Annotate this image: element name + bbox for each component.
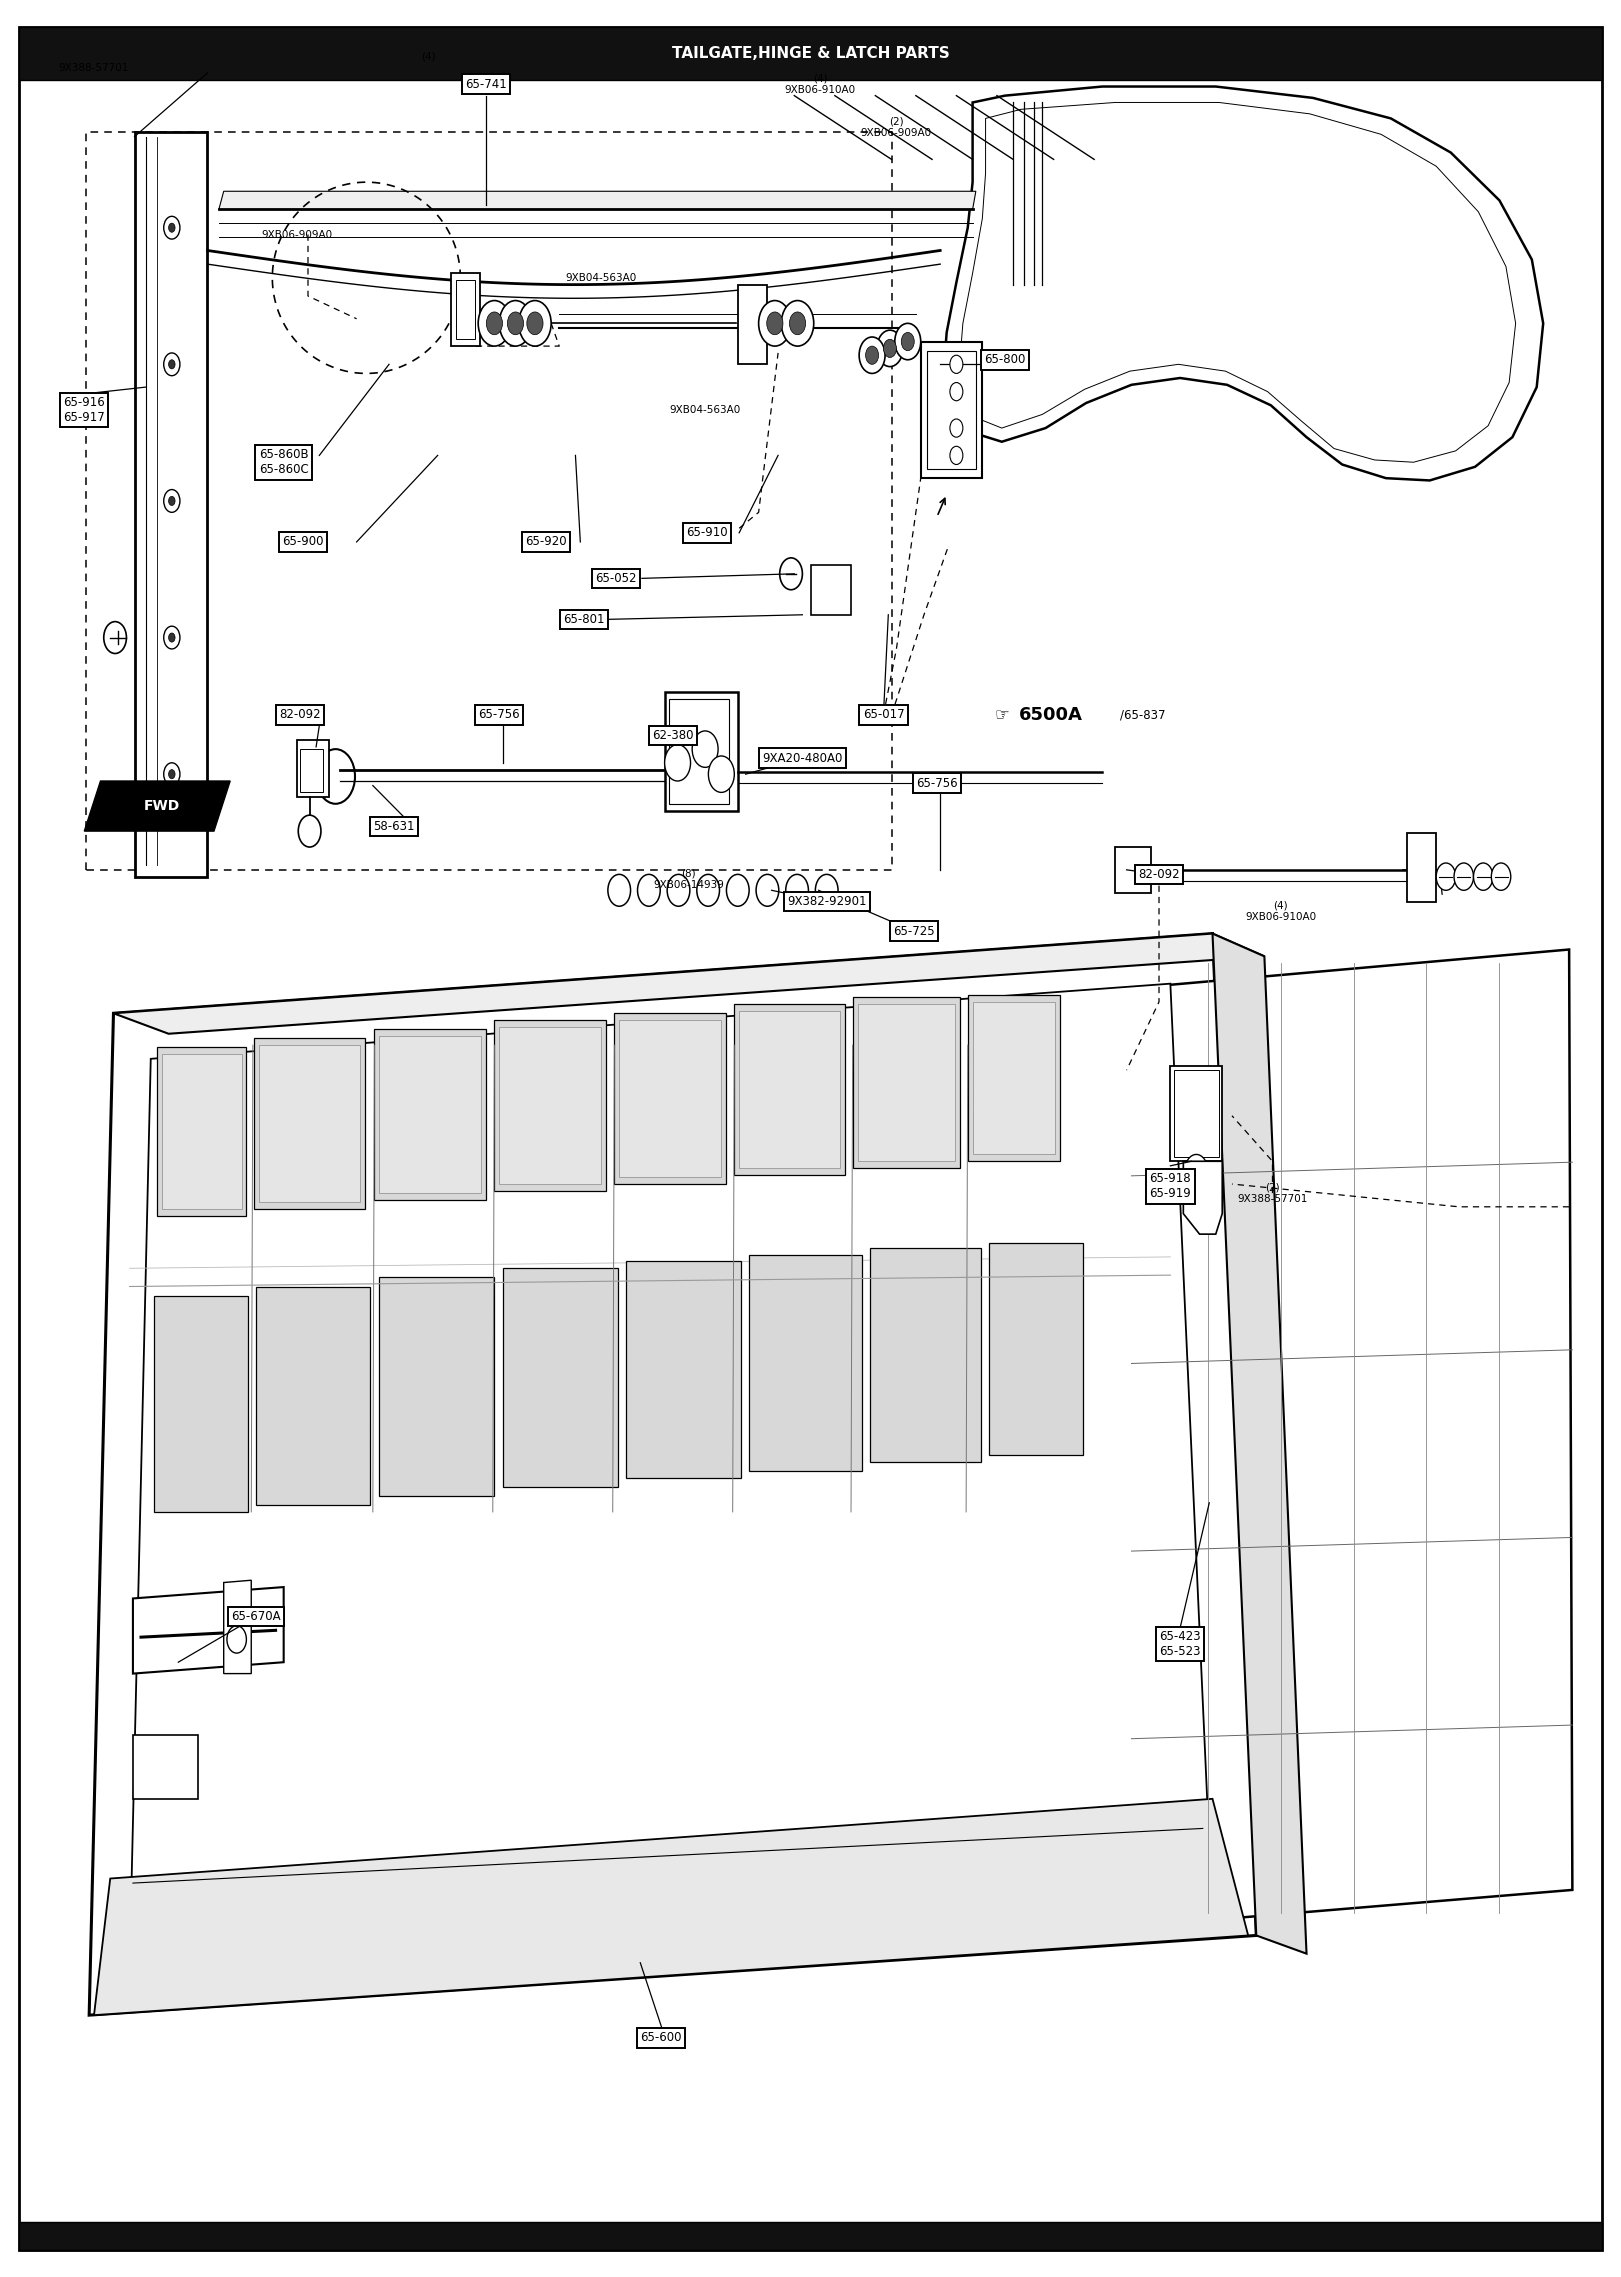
Circle shape (169, 633, 175, 642)
Circle shape (1436, 863, 1456, 890)
Text: 65-801: 65-801 (562, 613, 605, 626)
Circle shape (164, 216, 180, 239)
Circle shape (1185, 1154, 1208, 1186)
Text: 65-800: 65-800 (984, 353, 1026, 367)
Bar (254, 1038, 365, 1209)
Text: ☞: ☞ (994, 706, 1010, 724)
Bar (157, 1047, 246, 1216)
Text: 82-092: 82-092 (279, 708, 321, 722)
Polygon shape (89, 934, 1256, 2015)
Bar (154, 1296, 248, 1512)
Bar (1174, 1070, 1219, 1157)
Circle shape (950, 383, 963, 401)
Circle shape (950, 446, 963, 465)
Bar (297, 740, 329, 797)
Bar (1170, 1066, 1222, 1161)
Text: (4)
9XB06-910A0: (4) 9XB06-910A0 (785, 73, 856, 96)
Text: 62-380: 62-380 (652, 729, 694, 742)
Text: 65-918
65-919: 65-918 65-919 (1149, 1173, 1191, 1200)
Bar (749, 1255, 862, 1471)
Circle shape (789, 312, 806, 335)
Bar (379, 1277, 494, 1496)
Circle shape (637, 874, 660, 906)
Text: 65-910: 65-910 (686, 526, 728, 540)
Circle shape (1491, 863, 1511, 890)
Text: 65-741: 65-741 (465, 77, 507, 91)
Bar (300, 749, 323, 792)
Circle shape (781, 301, 814, 346)
Circle shape (786, 874, 809, 906)
Text: 65-017: 65-017 (862, 708, 905, 722)
Circle shape (1473, 863, 1493, 890)
Text: (8)
9XB06-14939: (8) 9XB06-14939 (653, 868, 725, 890)
Circle shape (499, 301, 532, 346)
Circle shape (478, 301, 511, 346)
Circle shape (697, 874, 720, 906)
Text: 65-756: 65-756 (916, 776, 958, 790)
Bar (853, 997, 960, 1168)
Circle shape (780, 558, 802, 590)
Circle shape (486, 312, 503, 335)
Text: 65-423
65-523: 65-423 65-523 (1159, 1630, 1201, 1658)
Bar (374, 1029, 486, 1200)
Circle shape (859, 337, 885, 373)
Bar (379, 1036, 481, 1193)
Bar (499, 1027, 601, 1184)
Circle shape (901, 332, 914, 351)
Circle shape (755, 874, 778, 906)
Polygon shape (130, 984, 1213, 1963)
Text: 65-600: 65-600 (640, 2031, 682, 2045)
Bar (921, 342, 982, 478)
Polygon shape (113, 934, 1264, 1034)
Circle shape (164, 490, 180, 512)
Text: TAILGATE,HINGE & LATCH PARTS: TAILGATE,HINGE & LATCH PARTS (671, 46, 950, 61)
Circle shape (169, 360, 175, 369)
Text: 58-631: 58-631 (373, 820, 415, 833)
Circle shape (164, 626, 180, 649)
Text: (2)
9XB06-909A0: (2) 9XB06-909A0 (861, 116, 932, 139)
Polygon shape (94, 1799, 1248, 2015)
Circle shape (169, 223, 175, 232)
Bar (619, 1020, 721, 1177)
Text: 65-860B
65-860C: 65-860B 65-860C (259, 449, 308, 476)
Circle shape (866, 346, 879, 364)
Bar (858, 1004, 955, 1161)
Bar (503, 1268, 618, 1487)
Text: 65-900: 65-900 (282, 535, 324, 549)
Bar (256, 1287, 370, 1505)
Text: (4): (4) (420, 52, 436, 61)
Circle shape (507, 312, 524, 335)
Polygon shape (1131, 950, 1572, 1926)
Bar (669, 699, 729, 804)
Circle shape (877, 330, 903, 367)
Text: 9X388-57701: 9X388-57701 (58, 64, 130, 73)
Bar (494, 1020, 606, 1191)
Circle shape (169, 496, 175, 505)
Bar (665, 692, 738, 811)
Bar (614, 1013, 726, 1184)
Polygon shape (219, 191, 976, 209)
Polygon shape (1183, 1161, 1222, 1234)
Text: 82-092: 82-092 (1138, 868, 1180, 881)
Bar (19, 27, 1602, 80)
Text: 9XB06-909A0: 9XB06-909A0 (261, 230, 332, 239)
Circle shape (950, 419, 963, 437)
Bar (626, 1261, 741, 1478)
Circle shape (815, 874, 838, 906)
Bar (734, 1004, 845, 1175)
Circle shape (883, 339, 896, 357)
Text: 65-052: 65-052 (595, 572, 637, 585)
Circle shape (767, 312, 783, 335)
Text: 9XB04-563A0: 9XB04-563A0 (566, 273, 637, 282)
Circle shape (726, 874, 749, 906)
Text: 65-916
65-917: 65-916 65-917 (63, 396, 105, 424)
Circle shape (665, 745, 691, 781)
Circle shape (692, 731, 718, 767)
Bar (259, 1045, 360, 1202)
Circle shape (519, 301, 551, 346)
Circle shape (668, 874, 691, 906)
Text: 65-920: 65-920 (525, 535, 567, 549)
Bar (19, 2222, 1602, 2250)
Polygon shape (224, 1580, 251, 1674)
Text: 9XA20-480A0: 9XA20-480A0 (762, 751, 843, 765)
